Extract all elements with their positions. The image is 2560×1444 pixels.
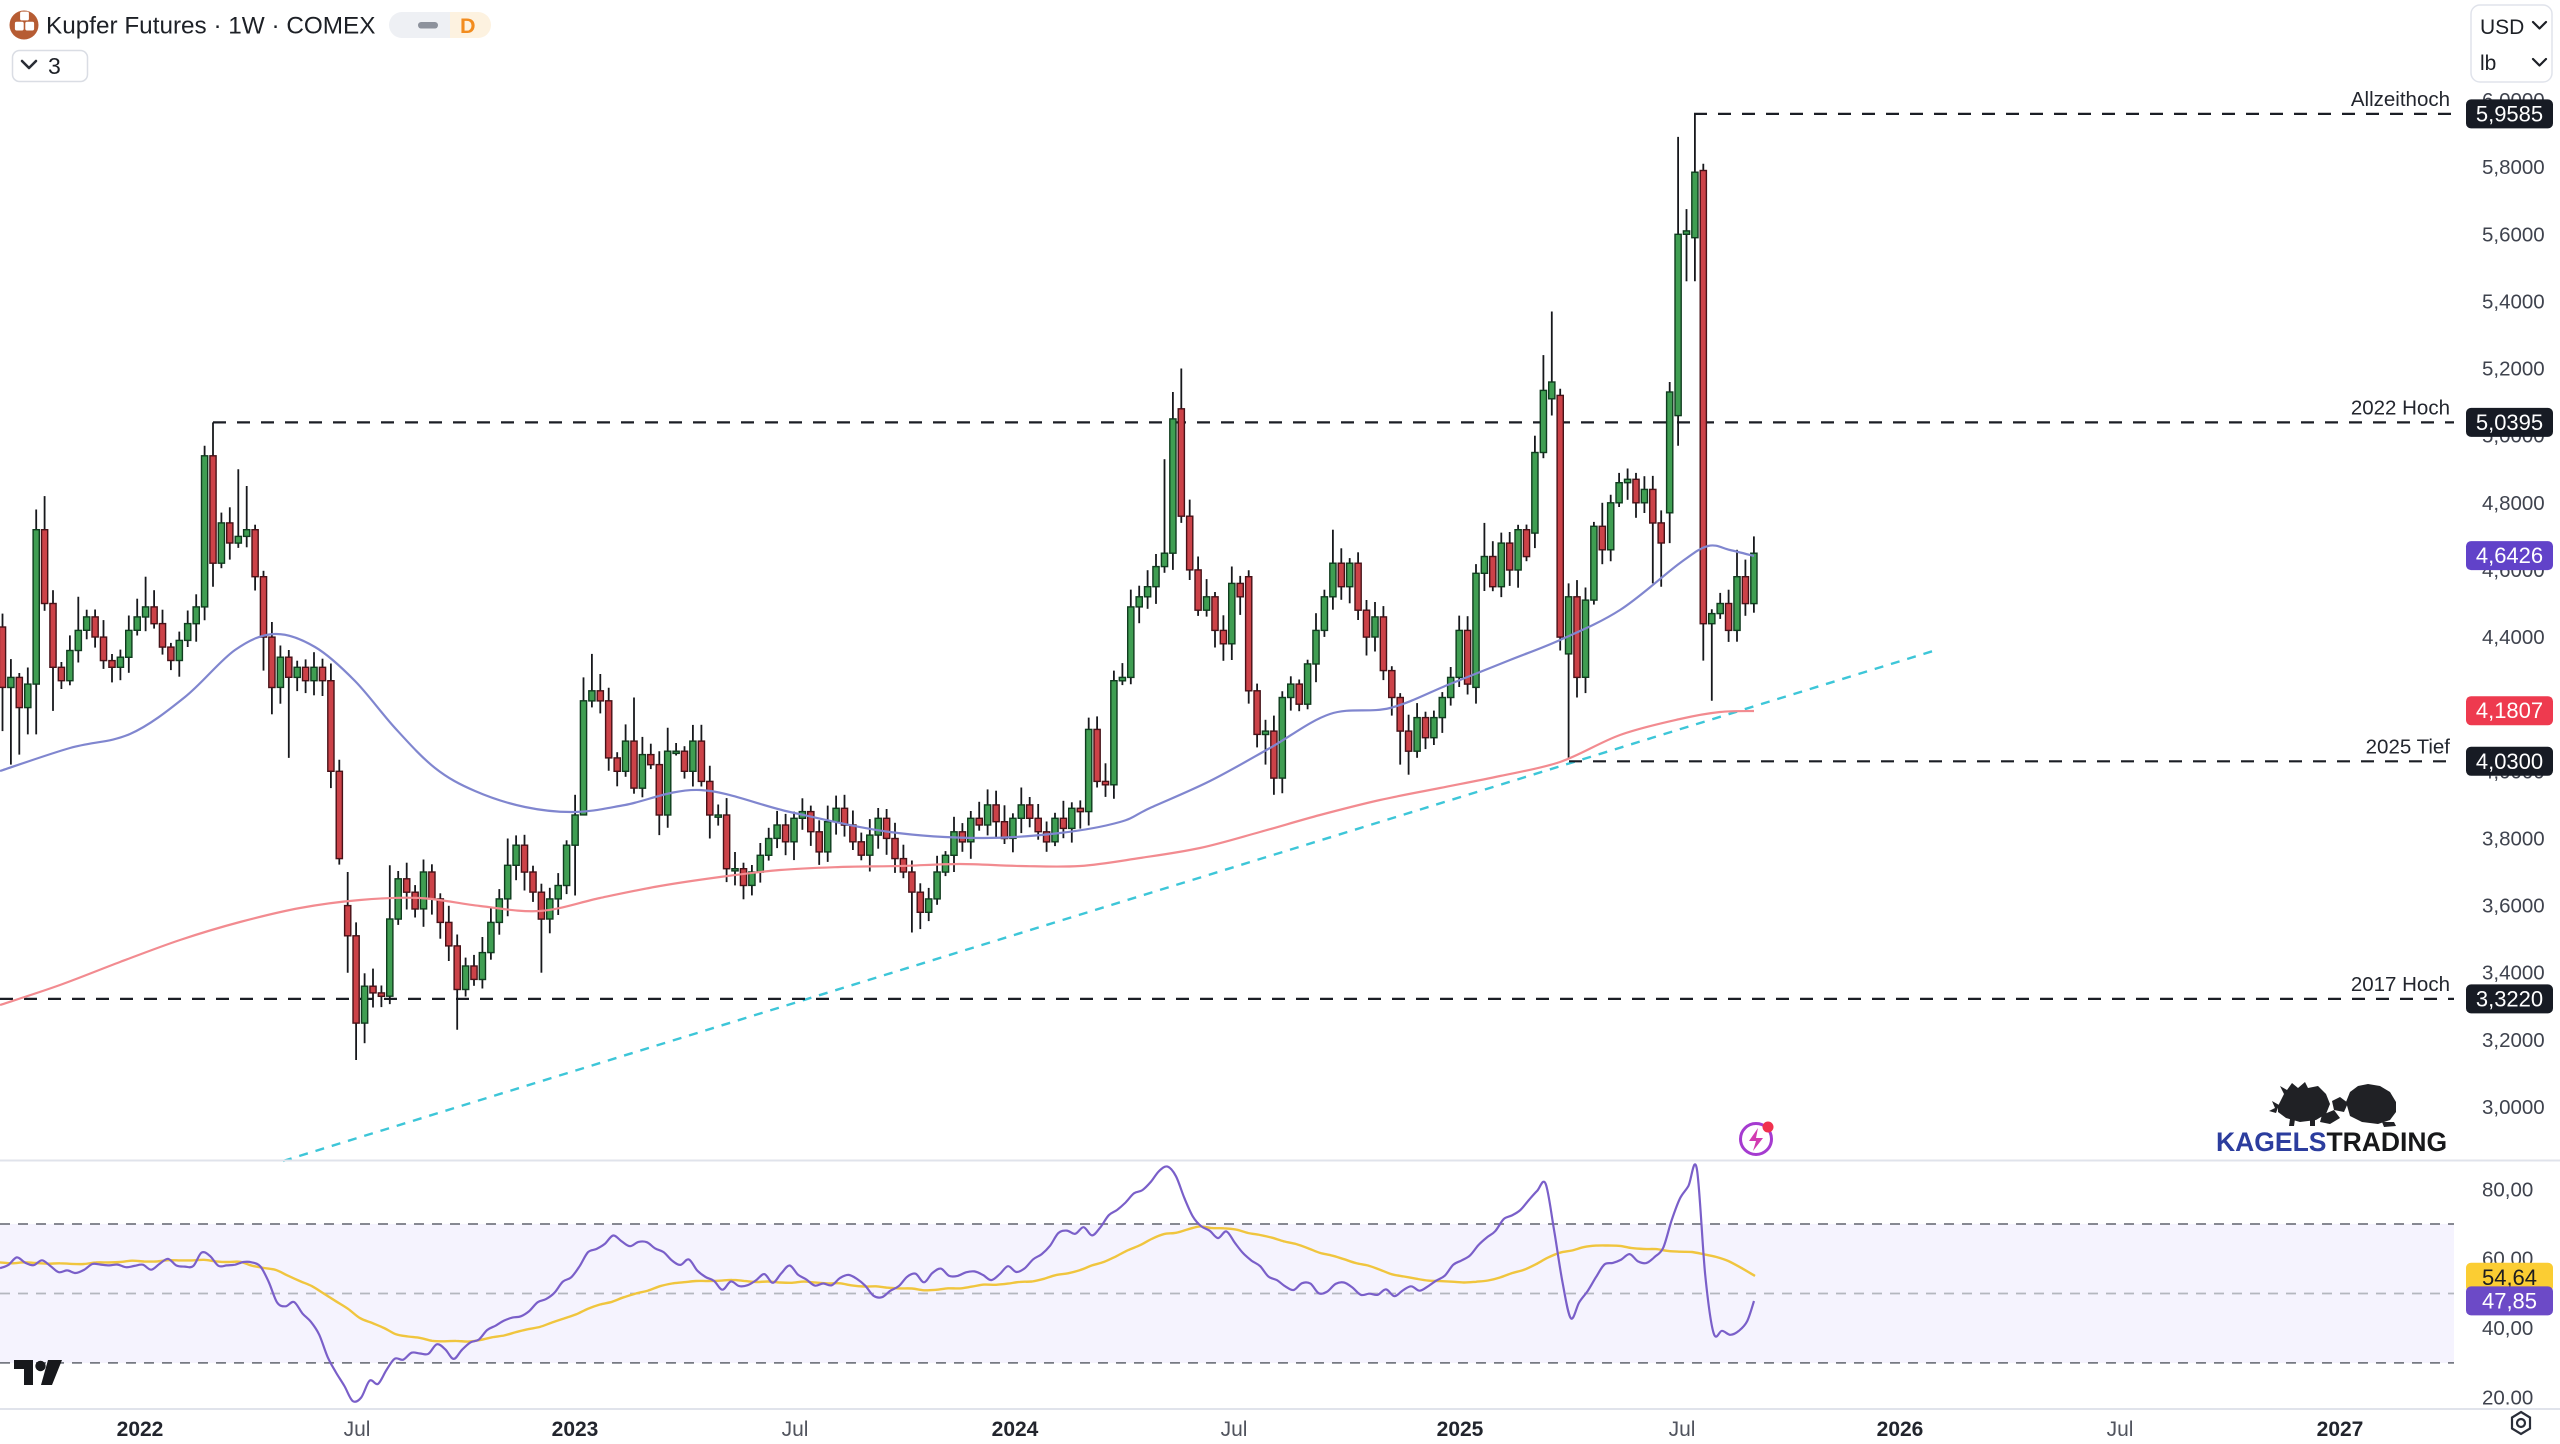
svg-text:3,3220: 3,3220 [2476,986,2543,1011]
svg-text:4,1807: 4,1807 [2476,698,2543,723]
svg-text:2024: 2024 [992,1418,1039,1441]
svg-text:USD: USD [2480,16,2524,39]
svg-text:Allzeithoch: Allzeithoch [2351,88,2450,111]
svg-text:40,00: 40,00 [2482,1317,2533,1340]
svg-text:2027: 2027 [2317,1418,2364,1441]
svg-text:20.00: 20.00 [2482,1387,2533,1410]
svg-text:5,9585: 5,9585 [2476,101,2543,126]
svg-text:3,4000: 3,4000 [2482,962,2545,985]
svg-text:2022: 2022 [117,1418,164,1441]
svg-text:5,6000: 5,6000 [2482,223,2545,246]
svg-text:2023: 2023 [552,1418,599,1441]
svg-text:Jul: Jul [344,1418,371,1441]
svg-text:3,6000: 3,6000 [2482,895,2545,918]
svg-text:Jul: Jul [2107,1418,2134,1441]
svg-text:KAGELSTRADING: KAGELSTRADING [2216,1127,2447,1157]
svg-text:47,85: 47,85 [2482,1288,2537,1313]
svg-text:2025: 2025 [1437,1418,1484,1441]
svg-text:3,2000: 3,2000 [2482,1029,2545,1052]
svg-text:4,0300: 4,0300 [2476,749,2543,774]
svg-text:3,8000: 3,8000 [2482,828,2545,851]
svg-text:5,8000: 5,8000 [2482,156,2545,179]
svg-text:2025 Tief: 2025 Tief [2366,735,2451,758]
svg-text:D: D [460,14,476,38]
svg-text:3: 3 [48,53,61,79]
svg-text:2017 Hoch: 2017 Hoch [2351,973,2450,996]
svg-text:5,2000: 5,2000 [2482,358,2545,381]
svg-text:4,4000: 4,4000 [2482,626,2545,649]
svg-text:3,0000: 3,0000 [2482,1096,2545,1119]
svg-text:2022 Hoch: 2022 Hoch [2351,396,2450,419]
svg-text:4,6426: 4,6426 [2476,543,2543,568]
svg-text:Jul: Jul [1669,1418,1696,1441]
svg-text:Jul: Jul [782,1418,809,1441]
svg-text:80,00: 80,00 [2482,1178,2533,1201]
svg-text:5,0395: 5,0395 [2476,410,2543,435]
svg-text:Kupfer Futures · 1W · COMEX: Kupfer Futures · 1W · COMEX [46,13,375,40]
svg-text:4,8000: 4,8000 [2482,492,2545,515]
svg-text:Jul: Jul [1221,1418,1248,1441]
svg-text:2026: 2026 [1877,1418,1924,1441]
svg-text:5,4000: 5,4000 [2482,290,2545,313]
svg-text:54,64: 54,64 [2482,1265,2537,1290]
svg-text:lb: lb [2480,52,2496,75]
